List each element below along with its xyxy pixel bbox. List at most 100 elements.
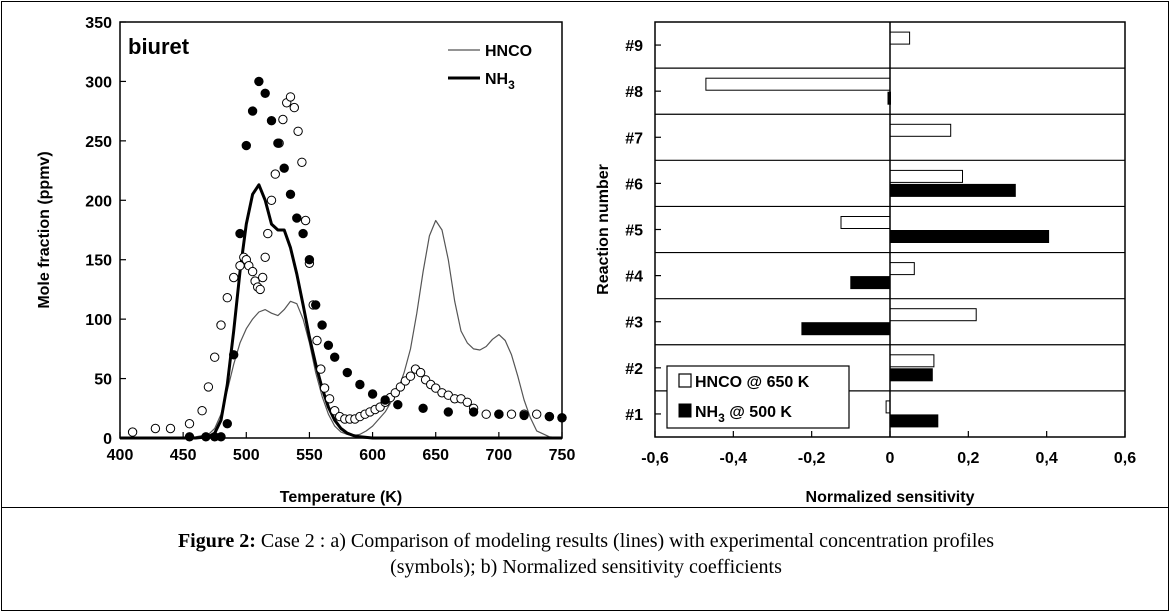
caption-label: Figure 2: [177,530,256,552]
data-point-nh3-exp [367,389,378,399]
y-tick-label-b: #6 [625,176,643,193]
y-axis-label-a: Mole fraction (ppmv) [36,151,53,308]
caption-text: Case 2 : a) Comparison of modeling resul… [260,530,995,552]
data-point-nh3-exp [201,432,211,442]
data-point-hnco-exp [506,409,517,419]
data-point-hnco-exp [289,102,299,113]
data-point-hnco-exp [278,114,288,125]
bar-hnco [889,354,935,368]
data-point-nh3-exp [393,400,403,410]
data-point-nh3-exp [494,409,504,419]
data-point-hnco-exp [293,126,303,137]
bar-hnco [889,169,963,183]
y-tick-label-b: #4 [625,269,643,286]
bar-hnco [889,31,911,45]
data-point-hnco-exp [300,215,311,226]
y-tick-label-b: #2 [625,361,643,378]
data-point-hnco-exp [395,382,406,392]
y-axis-label-b: Reaction number [595,164,612,295]
data-point-hnco-exp [532,409,542,419]
data-point-nh3-exp [323,340,334,350]
y-tick-label-b: #8 [625,84,643,101]
data-point-nh3-exp [247,106,258,116]
y-tick-label-a: 150 [85,253,112,270]
data-point-nh3-exp [342,367,352,378]
legend-swatch-hnco [678,373,692,388]
data-point-hnco-exp [324,394,335,404]
y-tick-label-b: #1 [625,407,643,424]
x-tick-label-a: 450 [170,447,197,464]
data-point-nh3-exp [330,352,340,362]
x-tick-label-b: 0 [886,450,895,467]
data-point-nh3-exp [304,255,315,265]
data-point-hnco-exp [263,228,273,239]
plot-frame-a [119,21,563,439]
y-tick-label-b: #7 [625,130,643,147]
data-point-nh3-exp [279,163,289,173]
data-point-nh3-exp [298,228,308,239]
y-tick-label-a: 200 [85,193,112,210]
data-point-hnco-exp [150,423,161,434]
data-point-nh3-exp [260,88,270,99]
legend-label-nh3-subscript: 3 [508,78,515,92]
data-point-hnco-exp [312,335,322,346]
data-point-hnco-exp [260,252,270,262]
y-tick-label-a: 300 [85,74,112,91]
data-point-hnco-exp [229,272,239,283]
bar-hnco [889,308,977,322]
bar-nh3 [889,414,939,428]
y-tick-label-b: #5 [625,223,643,240]
x-tick-label-a: 700 [486,447,513,464]
data-point-hnco-exp [431,383,441,393]
bar-nh3 [850,276,891,290]
y-tick-label-a: 100 [85,312,112,329]
data-point-nh3-exp [355,379,365,390]
y-tick-label-b: #3 [625,315,643,332]
legend-label-nh3: NH3 [485,71,515,92]
data-point-nh3-exp [235,228,245,239]
data-point-nh3-exp [229,350,239,360]
data-point-hnco-exp [197,406,207,416]
x-tick-label-a: 650 [422,447,449,464]
panel-a-line-chart: 400 450 500 550 600 650 700 750 0 50 100 150 200 250 3… [36,15,575,506]
figure-caption: Figure 2: Case 2 : a) Comparison of mode… [20,528,1152,580]
data-point-hnco-exp [127,427,138,437]
data-point-nh3-exp [285,189,296,200]
data-point-nh3-exp [241,140,252,151]
data-point-nh3-exp [311,300,321,310]
data-point-nh3-exp [216,432,226,442]
data-point-hnco-exp [203,382,214,392]
panel-divider [1,507,1169,508]
legend-box-b [666,365,850,429]
data-point-nh3-exp [380,395,390,405]
data-point-hnco-exp [255,284,265,295]
x-tick-label-b: -0,2 [798,450,826,467]
series-line-hnco [120,219,563,439]
x-tick-label-b: 0,4 [1036,450,1058,467]
x-tick-label-a: 500 [233,447,260,464]
legend-label-nh3-500: NH3 @ 500 K [695,404,792,425]
series-line-nh3 [120,183,562,440]
data-point-nh3-exp [557,413,567,423]
data-point-hnco-exp [481,409,491,419]
data-point-hnco-exp [266,195,277,206]
data-point-hnco-exp [210,352,220,362]
data-point-hnco-exp [258,272,268,283]
data-point-nh3-exp [418,403,428,413]
data-point-nh3-exp [266,116,277,126]
data-point-hnco-exp [405,371,416,381]
x-axis-label-a: Temperature (K) [280,489,402,506]
data-point-hnco-exp [330,406,340,416]
legend-label-nh3-500-base: NH [695,404,718,421]
figure-charts: 400 450 500 550 600 650 700 750 0 50 100 150 200 250 3… [36,15,1136,506]
legend-label-hnco: HNCO [485,43,532,60]
x-tick-label-a: 600 [359,447,386,464]
legend-swatch-nh3 [678,403,692,418]
data-point-nh3-exp [273,138,283,148]
x-tick-label-b: -0,6 [641,450,669,467]
x-tick-label-a: 550 [296,447,323,464]
data-point-nh3-exp [292,213,302,223]
x-tick-label-b: 0,2 [957,450,979,467]
panel-b-bar-chart: #9 #8 #7 #6 #5 #4 #3 #2 #1 -0,6 -0,4 -0,2 0 0,2 0,4 0,6… [595,21,1136,506]
